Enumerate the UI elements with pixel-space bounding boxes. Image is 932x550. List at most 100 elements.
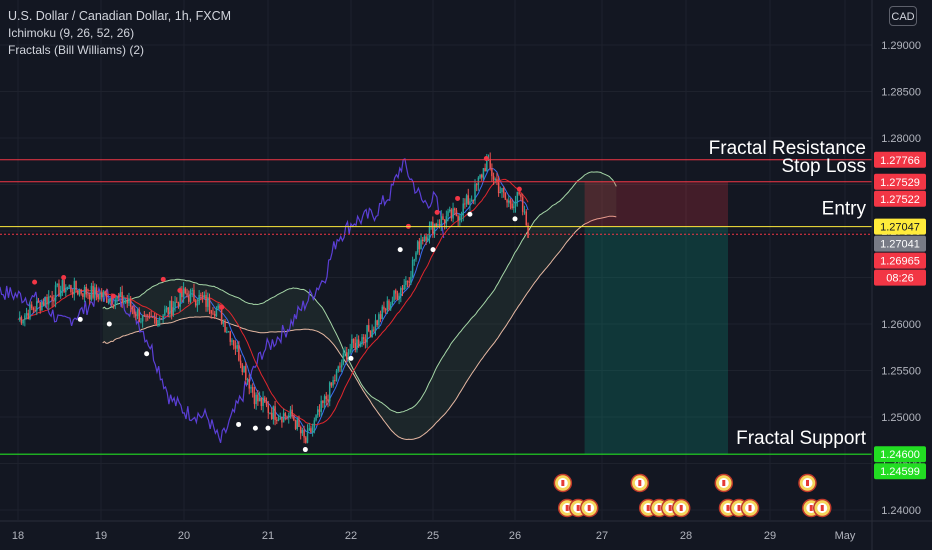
price-tag	[874, 252, 926, 269]
candle	[403, 284, 405, 290]
candle	[502, 188, 505, 193]
candle	[189, 291, 192, 302]
candle	[196, 303, 199, 306]
candle	[123, 301, 125, 303]
candle	[322, 400, 324, 404]
candle	[73, 281, 76, 295]
candle	[335, 370, 338, 381]
calendar-event-icon	[740, 498, 760, 518]
candle	[243, 366, 245, 373]
candle	[514, 201, 517, 207]
candle	[47, 296, 50, 305]
candle	[117, 295, 120, 297]
fractal-support-label: Fractal Support	[736, 428, 867, 449]
fractal-up-marker	[32, 279, 38, 285]
candle	[194, 300, 197, 306]
fractal-down-marker	[397, 247, 403, 253]
candle	[29, 304, 31, 320]
candle	[460, 215, 463, 217]
candle	[452, 208, 454, 219]
candle	[246, 379, 249, 381]
candle	[220, 308, 223, 324]
price-tag-label: 1.26965	[880, 256, 920, 268]
candle	[255, 394, 257, 405]
candle	[143, 315, 146, 317]
currency-button[interactable]: CAD	[889, 6, 917, 26]
candle	[88, 294, 91, 300]
candle	[464, 203, 466, 205]
candle	[63, 280, 65, 293]
candle	[184, 288, 187, 294]
candle	[61, 280, 64, 290]
candle	[308, 428, 310, 431]
take-profit-zone	[584, 226, 728, 455]
fractal-up-marker	[177, 288, 183, 294]
candle	[36, 301, 38, 311]
candle	[141, 315, 144, 322]
candle	[78, 289, 81, 295]
candle	[289, 409, 292, 416]
candle	[381, 306, 384, 320]
candle	[428, 225, 431, 238]
flag-icon-mark	[722, 480, 726, 486]
flag-icon-mark	[679, 505, 683, 511]
candle	[406, 280, 409, 282]
candle	[311, 427, 314, 433]
price-axis-tick: 1.25000	[881, 412, 921, 424]
candle	[378, 314, 380, 326]
candle	[477, 177, 480, 185]
candle	[411, 260, 414, 277]
flag-icon-mark	[576, 505, 580, 511]
fractal-down-marker	[430, 247, 436, 253]
candle	[299, 427, 302, 434]
price-tag	[874, 446, 926, 463]
candle	[520, 194, 522, 198]
candle	[251, 387, 254, 393]
candle	[102, 291, 105, 297]
candle	[344, 352, 346, 354]
candle	[287, 415, 290, 418]
candle	[421, 239, 424, 242]
candle	[347, 352, 350, 360]
candle	[527, 225, 529, 238]
fractals-legend[interactable]: Fractals (Bill Williams) (2)	[8, 43, 144, 57]
candle	[177, 302, 180, 307]
candle	[379, 314, 382, 320]
candle	[450, 209, 453, 219]
candle	[253, 392, 256, 405]
time-axis-tick: 29	[764, 530, 776, 542]
candle	[51, 296, 53, 301]
candle	[22, 319, 24, 324]
candle	[359, 344, 362, 347]
candle	[95, 287, 98, 295]
candle	[25, 313, 28, 316]
candle	[24, 315, 26, 320]
chikou-span	[0, 158, 445, 443]
candle	[201, 295, 204, 298]
fractal-down-marker	[236, 421, 242, 427]
candle	[334, 380, 336, 382]
candle	[75, 281, 77, 291]
fractal-resistance-label: Fractal Resistance	[709, 138, 866, 159]
candle	[234, 345, 237, 349]
candle	[44, 296, 47, 306]
candle	[437, 224, 439, 227]
candle	[491, 168, 493, 177]
calendar-event-icon	[798, 473, 817, 493]
candle	[124, 300, 127, 302]
candle	[494, 179, 497, 181]
candle	[518, 192, 520, 195]
candle	[296, 419, 299, 429]
candle	[501, 188, 503, 192]
candle	[128, 298, 130, 304]
candle	[277, 419, 280, 421]
candle	[148, 316, 151, 318]
fractal-down-marker	[106, 321, 112, 327]
candle	[181, 289, 183, 298]
candle	[236, 345, 238, 349]
candle	[136, 309, 139, 317]
candle	[140, 321, 142, 323]
candle	[486, 159, 488, 172]
ichimoku-legend[interactable]: Ichimoku (9, 26, 52, 26)	[8, 26, 135, 40]
